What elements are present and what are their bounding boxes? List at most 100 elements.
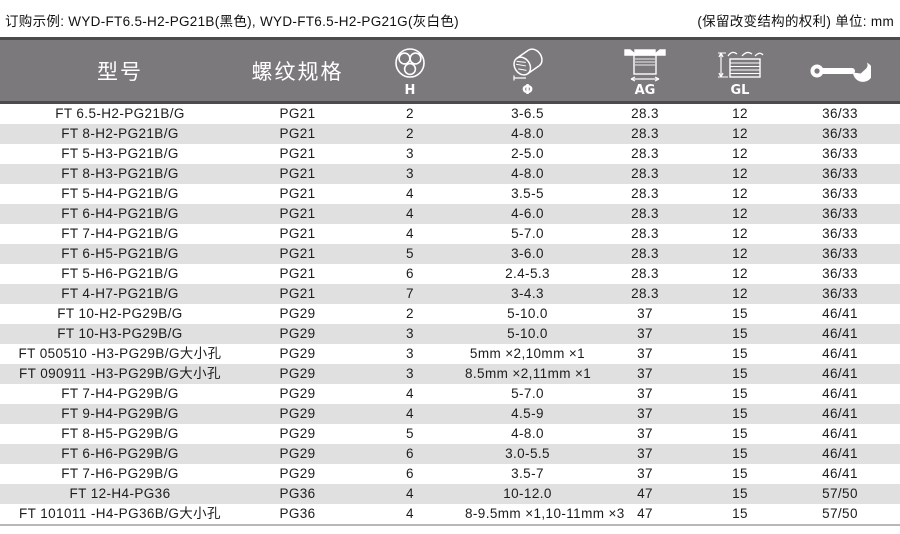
column-header-wrench — [780, 37, 900, 104]
cell-ag: 28.3 — [631, 226, 659, 241]
cell-thread-spec: PG21 — [279, 266, 316, 281]
cell-gl: 12 — [700, 244, 780, 264]
cell-wrench-size: 46/41 — [780, 404, 900, 424]
cell-phi: 5-10.0 — [465, 324, 590, 344]
cell-thread-spec: PG36 — [240, 484, 355, 504]
cell-wrench-size: 46/41 — [780, 364, 900, 384]
cell-h: 4 — [355, 484, 465, 504]
table-row: FT 6.5-H2-PG21B/G PG21 2 3-6.5 28.3 12 3… — [0, 103, 900, 125]
table-row: FT 050510 -H3-PG29B/G大小孔 PG29 3 5mm ×2,1… — [0, 344, 900, 364]
cell-model: FT 4-H7-PG21B/G — [0, 284, 240, 304]
cell-wrench-size: 36/33 — [780, 124, 900, 144]
cell-h: 3 — [355, 164, 465, 184]
cell-ag: 37 — [637, 426, 653, 441]
cell-thread-spec: PG29 — [279, 346, 316, 361]
cell-phi: 4-6.0 — [465, 204, 590, 224]
cell-gl: 12 — [732, 146, 748, 161]
table-row: FT 101011 -H4-PG36B/G大小孔 PG36 4 8-9.5mm … — [0, 504, 900, 526]
cell-phi: 5-7.0 — [511, 386, 544, 401]
gland-width-icon — [621, 46, 669, 83]
cell-phi: 4-8.0 — [465, 124, 590, 144]
table-row: FT 5-H3-PG21B/G PG21 3 2-5.0 28.3 12 36/… — [0, 144, 900, 164]
cell-ag: 37 — [637, 346, 653, 361]
cell-gl: 15 — [700, 324, 780, 344]
order-example-text: 订购示例: WYD-FT6.5-H2-PG21B(黑色), WYD-FT6.5-… — [5, 13, 459, 29]
cell-model: FT 5-H3-PG21B/G — [61, 146, 179, 161]
cell-wrench-size: 46/41 — [822, 306, 858, 321]
column-label-model: 型号 — [97, 60, 143, 84]
cell-model: FT 090911 -H3-PG29B/G大小孔 — [0, 364, 240, 384]
cell-wrench-size: 46/41 — [822, 426, 858, 441]
column-header-ag: AG — [590, 37, 700, 104]
cell-thread-spec: PG21 — [240, 124, 355, 144]
cell-phi: 3.0-5.5 — [465, 444, 590, 464]
cell-h: 4 — [355, 404, 465, 424]
column-header-phi: Φ — [465, 37, 590, 104]
cell-h: 4 — [406, 186, 414, 201]
cell-h: 2 — [406, 106, 414, 121]
cell-thread-spec: PG36 — [240, 504, 355, 526]
cell-model: FT 7-H4-PG21B/G — [61, 226, 179, 241]
cell-h: 2 — [406, 306, 414, 321]
column-label-ag: AG — [634, 82, 656, 98]
cell-phi: 3.5-7 — [511, 466, 544, 481]
cell-h: 3 — [406, 146, 414, 161]
cell-model: FT 8-H5-PG29B/G — [61, 426, 179, 441]
table-row: FT 7-H4-PG21B/G PG21 4 5-7.0 28.3 12 36/… — [0, 224, 900, 244]
cell-gl: 15 — [700, 444, 780, 464]
cell-gl: 15 — [700, 404, 780, 424]
table-row: FT 8-H5-PG29B/G PG29 5 4-8.0 37 15 46/41 — [0, 424, 900, 444]
cell-model: FT 6-H6-PG29B/G — [0, 444, 240, 464]
table-row: FT 9-H4-PG29B/G PG29 4 4.5-9 37 15 46/41 — [0, 404, 900, 424]
cell-ag: 37 — [590, 404, 700, 424]
cell-model: FT 7-H6-PG29B/G — [61, 466, 179, 481]
cell-model: FT 10-H3-PG29B/G — [0, 324, 240, 344]
table-header: 型号 螺纹规格 H — [0, 37, 900, 104]
column-header-thread-spec: 螺纹规格 — [240, 37, 355, 104]
cell-wrench-size: 57/50 — [780, 504, 900, 526]
cell-model: FT 6-H4-PG21B/G — [0, 204, 240, 224]
cell-model: FT 12-H4-PG36 — [0, 484, 240, 504]
cell-gl: 12 — [732, 266, 748, 281]
table-row: FT 7-H4-PG29B/G PG29 4 5-7.0 37 15 46/41 — [0, 384, 900, 404]
cell-ag: 37 — [637, 386, 653, 401]
cell-h: 4 — [406, 226, 414, 241]
cell-phi: 4-8.0 — [465, 164, 590, 184]
wrench-icon — [809, 58, 871, 84]
cell-ag: 47 — [590, 504, 700, 526]
cell-gl: 15 — [732, 386, 748, 401]
table-body: FT 6.5-H2-PG21B/G PG21 2 3-6.5 28.3 12 3… — [0, 103, 900, 526]
cell-wrench-size: 46/41 — [822, 386, 858, 401]
cell-h: 2 — [355, 124, 465, 144]
column-header-h: H — [355, 37, 465, 104]
cell-thread-spec: PG29 — [240, 444, 355, 464]
cell-phi: 8.5mm ×2,11mm ×1 — [465, 364, 591, 384]
cell-phi: 5-10.0 — [507, 306, 548, 321]
cell-phi: 4.5-9 — [465, 404, 590, 424]
cell-wrench-size: 46/41 — [822, 346, 858, 361]
holes-icon — [391, 45, 429, 83]
cell-wrench-size: 46/41 — [780, 444, 900, 464]
cell-thread-spec: PG29 — [279, 386, 316, 401]
cell-thread-spec: PG21 — [279, 106, 316, 121]
cell-model: FT 5-H6-PG21B/G — [61, 266, 179, 281]
cell-model: FT 8-H2-PG21B/G — [0, 124, 240, 144]
column-label-thread-spec: 螺纹规格 — [251, 60, 344, 84]
column-label-h: H — [404, 82, 416, 98]
cell-h: 6 — [406, 266, 414, 281]
cell-thread-spec: PG21 — [240, 204, 355, 224]
cell-gl: 12 — [700, 284, 780, 304]
cell-model: FT 10-H2-PG29B/G — [57, 306, 183, 321]
cell-wrench-size: 46/41 — [780, 324, 900, 344]
table-row: FT 10-H3-PG29B/G PG29 3 5-10.0 37 15 46/… — [0, 324, 900, 344]
cell-ag: 28.3 — [631, 146, 659, 161]
note-bar: 订购示例: WYD-FT6.5-H2-PG21B(黑色), WYD-FT6.5-… — [0, 0, 900, 37]
cell-wrench-size: 57/50 — [780, 484, 900, 504]
cell-wrench-size: 36/33 — [780, 204, 900, 224]
cell-gl: 15 — [700, 504, 780, 526]
table-row: FT 6-H5-PG21B/G PG21 5 3-6.0 28.3 12 36/… — [0, 244, 900, 264]
cell-thread-spec: PG29 — [279, 306, 316, 321]
cell-thread-spec: PG21 — [279, 186, 316, 201]
cell-gl: 15 — [732, 426, 748, 441]
cell-gl: 12 — [700, 164, 780, 184]
